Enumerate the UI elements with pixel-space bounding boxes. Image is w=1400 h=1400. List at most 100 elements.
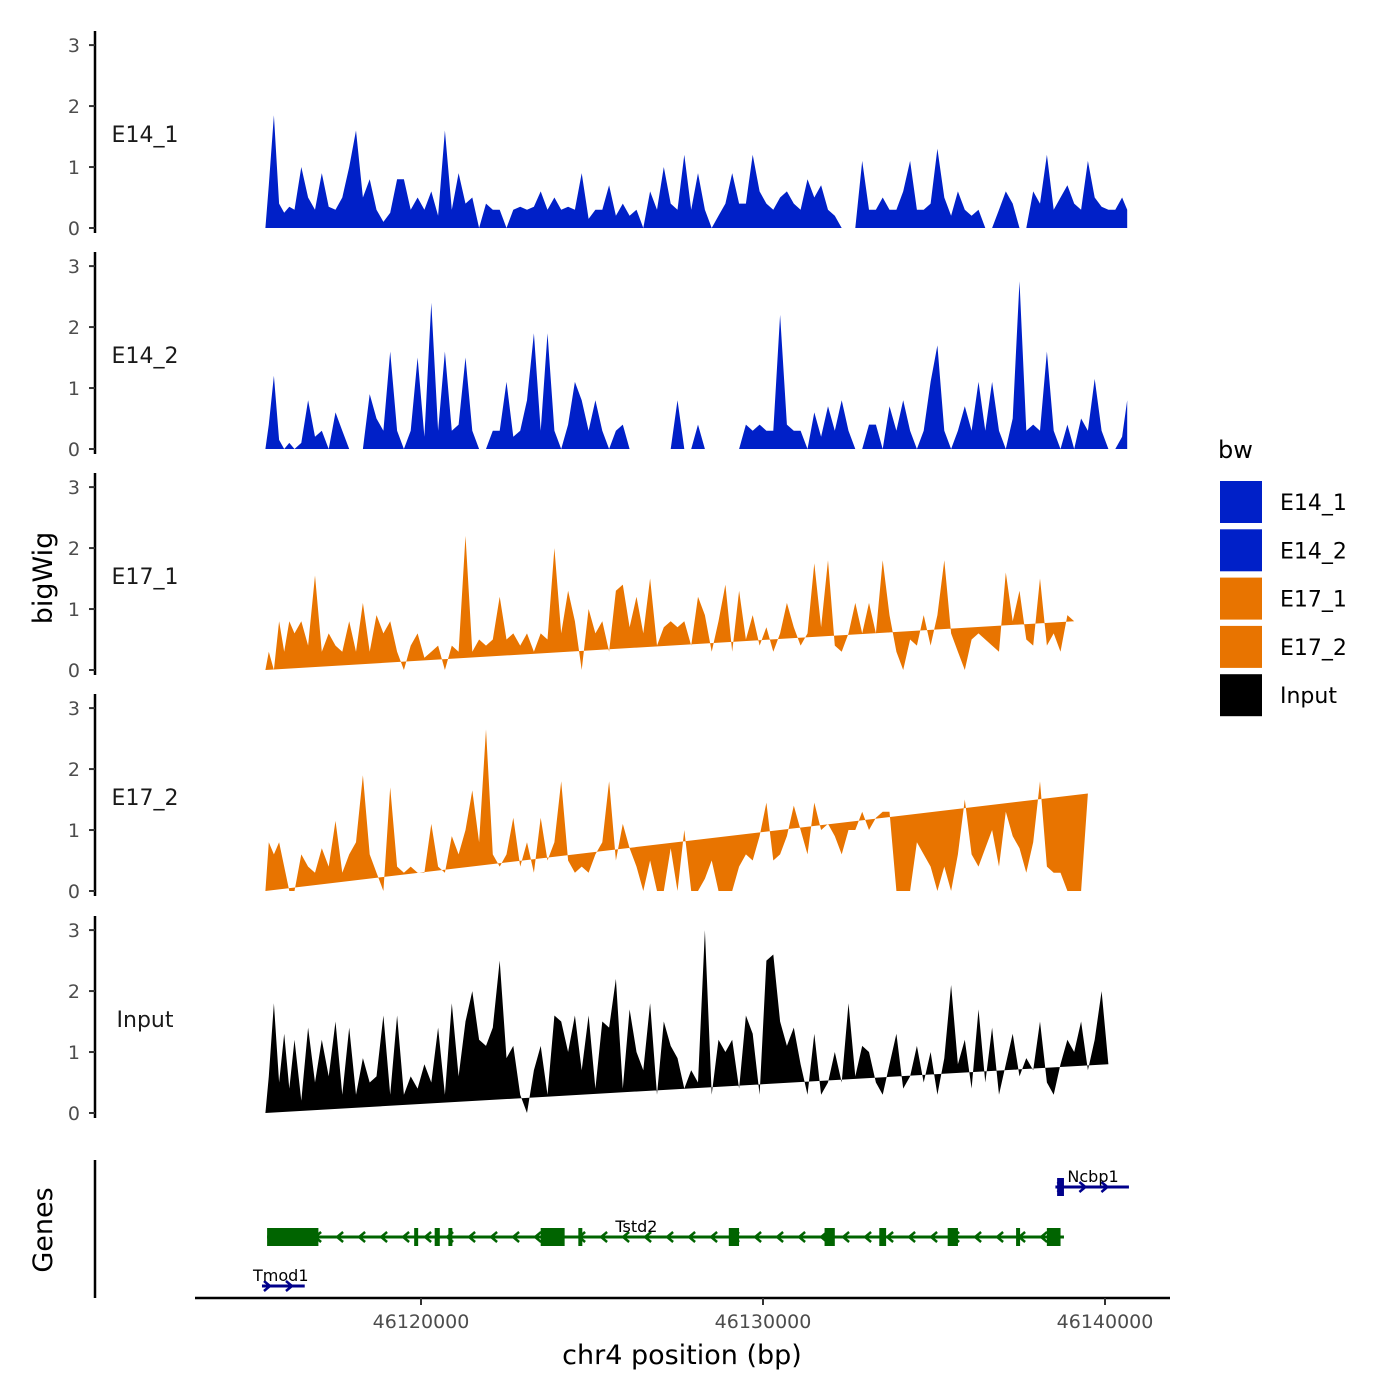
strand-arrow — [797, 1231, 806, 1243]
track-label: Input — [117, 1008, 174, 1033]
track-label: E17_1 — [112, 565, 179, 590]
gene-label: Tstd2 — [614, 1217, 657, 1236]
y-tick-label: 1 — [68, 157, 80, 179]
legend-swatch — [1218, 623, 1264, 670]
strand-arrow — [533, 1231, 542, 1243]
strand-arrow — [1078, 1181, 1088, 1193]
gene-Ncbp1: Ncbp1 — [1055, 1167, 1129, 1196]
track-E17_2: 0 1 2 3 E17_2 — [68, 694, 1088, 903]
signal-area-E14_2 — [265, 281, 1128, 449]
exon — [728, 1228, 740, 1246]
exon — [879, 1228, 887, 1246]
strand-arrow — [335, 1231, 344, 1243]
track-label: E14_1 — [112, 123, 179, 148]
strand-arrow — [467, 1231, 476, 1243]
legend-label: E17_2 — [1280, 636, 1347, 661]
y-tick-label: 3 — [68, 256, 80, 278]
signal-area-E17_2 — [265, 729, 1088, 891]
y-tick-label: 3 — [68, 35, 80, 57]
y-tick-label: 1 — [68, 599, 80, 621]
y-tick-label: 0 — [68, 1103, 80, 1125]
legend-swatch — [1218, 575, 1264, 622]
strand-arrow — [841, 1231, 850, 1243]
signal-area-Input — [265, 930, 1109, 1113]
legend-swatch — [1218, 527, 1264, 574]
gene-Tstd2: Tstd2 — [267, 1217, 1064, 1246]
legend: bw E14_1 E14_2 E17_1 E17_2 Input — [1218, 436, 1347, 719]
gene-axis-title: Genes — [28, 1187, 59, 1272]
x-tick-label: 46120000 — [373, 1311, 470, 1333]
track-label: E14_2 — [112, 344, 179, 369]
y-tick-label: 0 — [68, 881, 80, 903]
legend-label: Input — [1280, 684, 1337, 709]
legend-swatch — [1218, 479, 1264, 525]
strand-arrow — [687, 1231, 696, 1243]
signal-area-E17_1 — [265, 535, 1075, 670]
track-Input: 0 1 2 3 Input — [68, 916, 1109, 1125]
gene-label: Ncbp1 — [1067, 1167, 1118, 1186]
strand-arrow — [379, 1231, 388, 1243]
x-tick-label: 46140000 — [1057, 1311, 1154, 1333]
y-tick-label: 2 — [68, 981, 80, 1003]
exon — [414, 1228, 419, 1246]
y-tick-label: 1 — [68, 820, 80, 842]
strand-arrow — [973, 1231, 982, 1243]
legend-swatch — [1218, 672, 1264, 719]
strand-arrow — [775, 1231, 784, 1243]
strand-arrow — [285, 1280, 294, 1292]
legend-label: E14_1 — [1280, 491, 1347, 516]
exon — [824, 1228, 835, 1246]
y-tick-label: 3 — [68, 698, 80, 720]
y-tick-label: 0 — [68, 660, 80, 682]
exon — [267, 1228, 319, 1246]
strand-arrow — [401, 1231, 410, 1243]
strand-arrow — [665, 1231, 674, 1243]
strand-arrow — [709, 1231, 718, 1243]
exon — [434, 1228, 440, 1246]
strand-arrow — [489, 1231, 498, 1243]
strand-arrow — [885, 1231, 894, 1243]
exon — [578, 1228, 583, 1246]
y-tick-label: 2 — [68, 317, 80, 339]
x-tick-label: 46130000 — [715, 1311, 812, 1333]
strand-arrow — [599, 1231, 608, 1243]
gene-label: Tmod1 — [252, 1266, 308, 1285]
y-tick-label: 3 — [68, 920, 80, 942]
y-tick-label: 2 — [68, 96, 80, 118]
y-tick-label: 2 — [68, 759, 80, 781]
track-E14_2: 0 1 2 3 E14_2 — [68, 252, 1128, 461]
track-E14_1: 0 1 2 3 E14_1 — [68, 31, 1128, 240]
strand-arrow — [995, 1231, 1004, 1243]
y-tick-label: 0 — [68, 218, 80, 240]
strand-arrow — [263, 1280, 272, 1292]
signal-tracks: 0 1 2 3 E14_1 0 1 2 3 E14_2 0 1 2 3 E17_1 0 1 2 3 E17_2 0 1 2 3… — [68, 31, 1128, 1125]
gene-track: Ncbp1 Tstd2 Tmod1 — [93, 1160, 1129, 1298]
track-E17_1: 0 1 2 3 E17_1 — [68, 473, 1075, 682]
exon — [1016, 1228, 1021, 1246]
strand-arrow — [753, 1231, 762, 1243]
x-axis: 46120000 46130000 46140000 — [195, 1296, 1170, 1333]
exon — [1046, 1228, 1061, 1246]
x-axis-title: chr4 position (bp) — [562, 1340, 802, 1371]
y-tick-label: 3 — [68, 477, 80, 499]
strand-arrow — [907, 1231, 916, 1243]
y-tick-label: 0 — [68, 439, 80, 461]
y-tick-label: 1 — [68, 378, 80, 400]
strand-arrow — [929, 1231, 938, 1243]
strand-arrow — [511, 1231, 520, 1243]
strand-arrow — [423, 1231, 432, 1243]
strand-arrow — [1039, 1231, 1048, 1243]
strand-arrow — [863, 1231, 872, 1243]
y-axis-title: bigWig — [28, 532, 59, 625]
strand-arrow — [643, 1231, 652, 1243]
track-label: E17_2 — [112, 786, 179, 811]
signal-area-E14_1 — [265, 115, 1128, 228]
legend-label: E17_1 — [1280, 588, 1347, 613]
exon — [947, 1228, 958, 1246]
legend-title: bw — [1218, 436, 1253, 464]
y-tick-label: 2 — [68, 538, 80, 560]
exon — [448, 1228, 453, 1246]
strand-arrow — [621, 1231, 630, 1243]
y-tick-label: 1 — [68, 1042, 80, 1064]
